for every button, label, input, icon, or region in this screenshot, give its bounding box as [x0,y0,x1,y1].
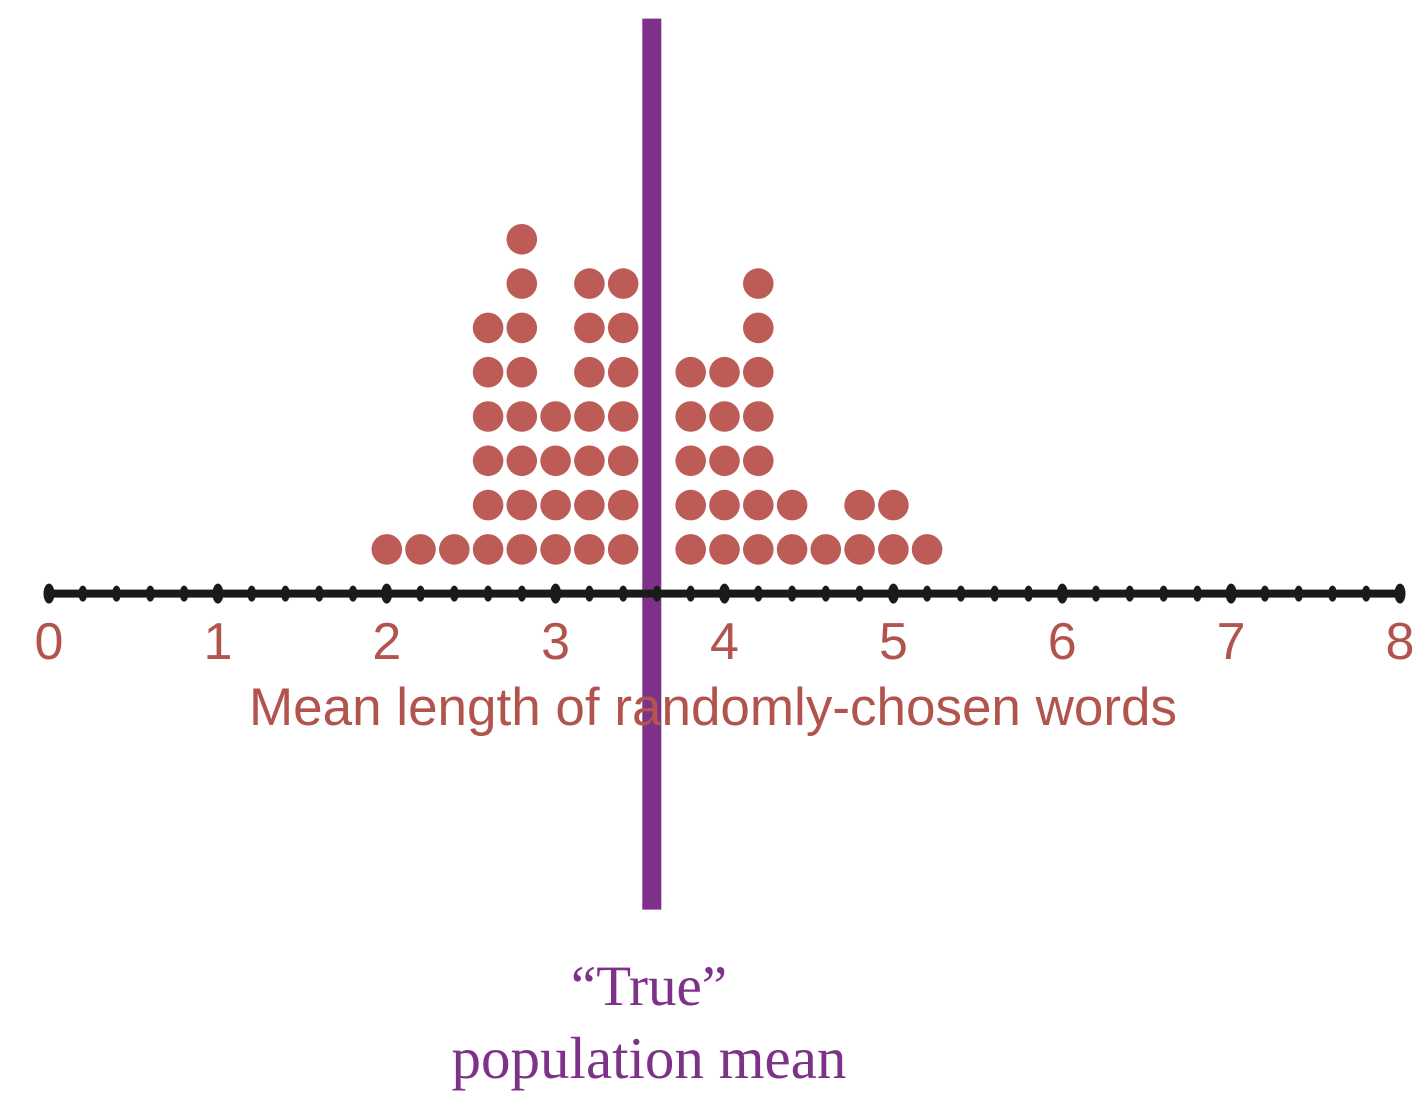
svg-text:8: 8 [1386,613,1415,671]
svg-text:“True”: “True” [571,955,727,1018]
svg-text:0: 0 [35,613,64,671]
svg-text:6: 6 [1048,613,1077,671]
svg-text:3: 3 [541,613,570,671]
svg-text:1: 1 [203,613,232,671]
svg-text:7: 7 [1217,613,1246,671]
svg-text:Mean length of randomly-chosen: Mean length of randomly-chosen words [249,678,1177,737]
svg-text:2: 2 [372,613,401,671]
svg-text:5: 5 [879,613,908,671]
svg-text:population mean: population mean [452,1025,847,1091]
svg-text:4: 4 [710,613,739,671]
